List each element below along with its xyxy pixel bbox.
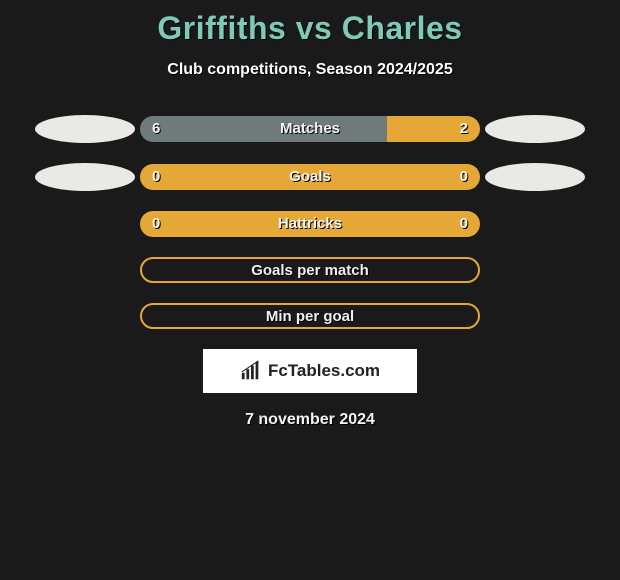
stat-row: Min per goal — [0, 303, 620, 329]
left-shape-slot — [30, 115, 140, 143]
player-right-ellipse — [485, 163, 585, 191]
brand-logo-box: FcTables.com — [203, 349, 417, 393]
stat-bar-empty: Goals per match — [140, 257, 480, 283]
stat-bar: Hattricks00 — [140, 211, 480, 237]
stat-bar-right-segment — [387, 116, 481, 142]
date-label: 7 november 2024 — [0, 411, 620, 429]
right-shape-slot — [480, 163, 590, 191]
stat-bar-right-segment — [140, 211, 480, 237]
stat-row: Matches62 — [0, 115, 620, 143]
left-shape-slot — [30, 163, 140, 191]
page-subtitle: Club competitions, Season 2024/2025 — [0, 61, 620, 79]
stat-row: Hattricks00 — [0, 211, 620, 237]
stat-row: Goals per match — [0, 257, 620, 283]
player-left-ellipse — [35, 163, 135, 191]
bar-chart-icon — [240, 360, 262, 382]
stat-bar-left-segment — [140, 116, 387, 142]
brand-text: FcTables.com — [268, 361, 380, 381]
right-shape-slot — [480, 115, 590, 143]
stat-bar: Goals00 — [140, 164, 480, 190]
stat-bar-empty: Min per goal — [140, 303, 480, 329]
player-left-ellipse — [35, 115, 135, 143]
stat-bar-right-segment — [140, 164, 480, 190]
stat-bar: Matches62 — [140, 116, 480, 142]
page-title: Griffiths vs Charles — [0, 0, 620, 47]
player-right-ellipse — [485, 115, 585, 143]
comparison-chart: Matches62 Goals00 Hattricks00 Goals per mat… — [0, 115, 620, 329]
stat-row: Goals00 — [0, 163, 620, 191]
